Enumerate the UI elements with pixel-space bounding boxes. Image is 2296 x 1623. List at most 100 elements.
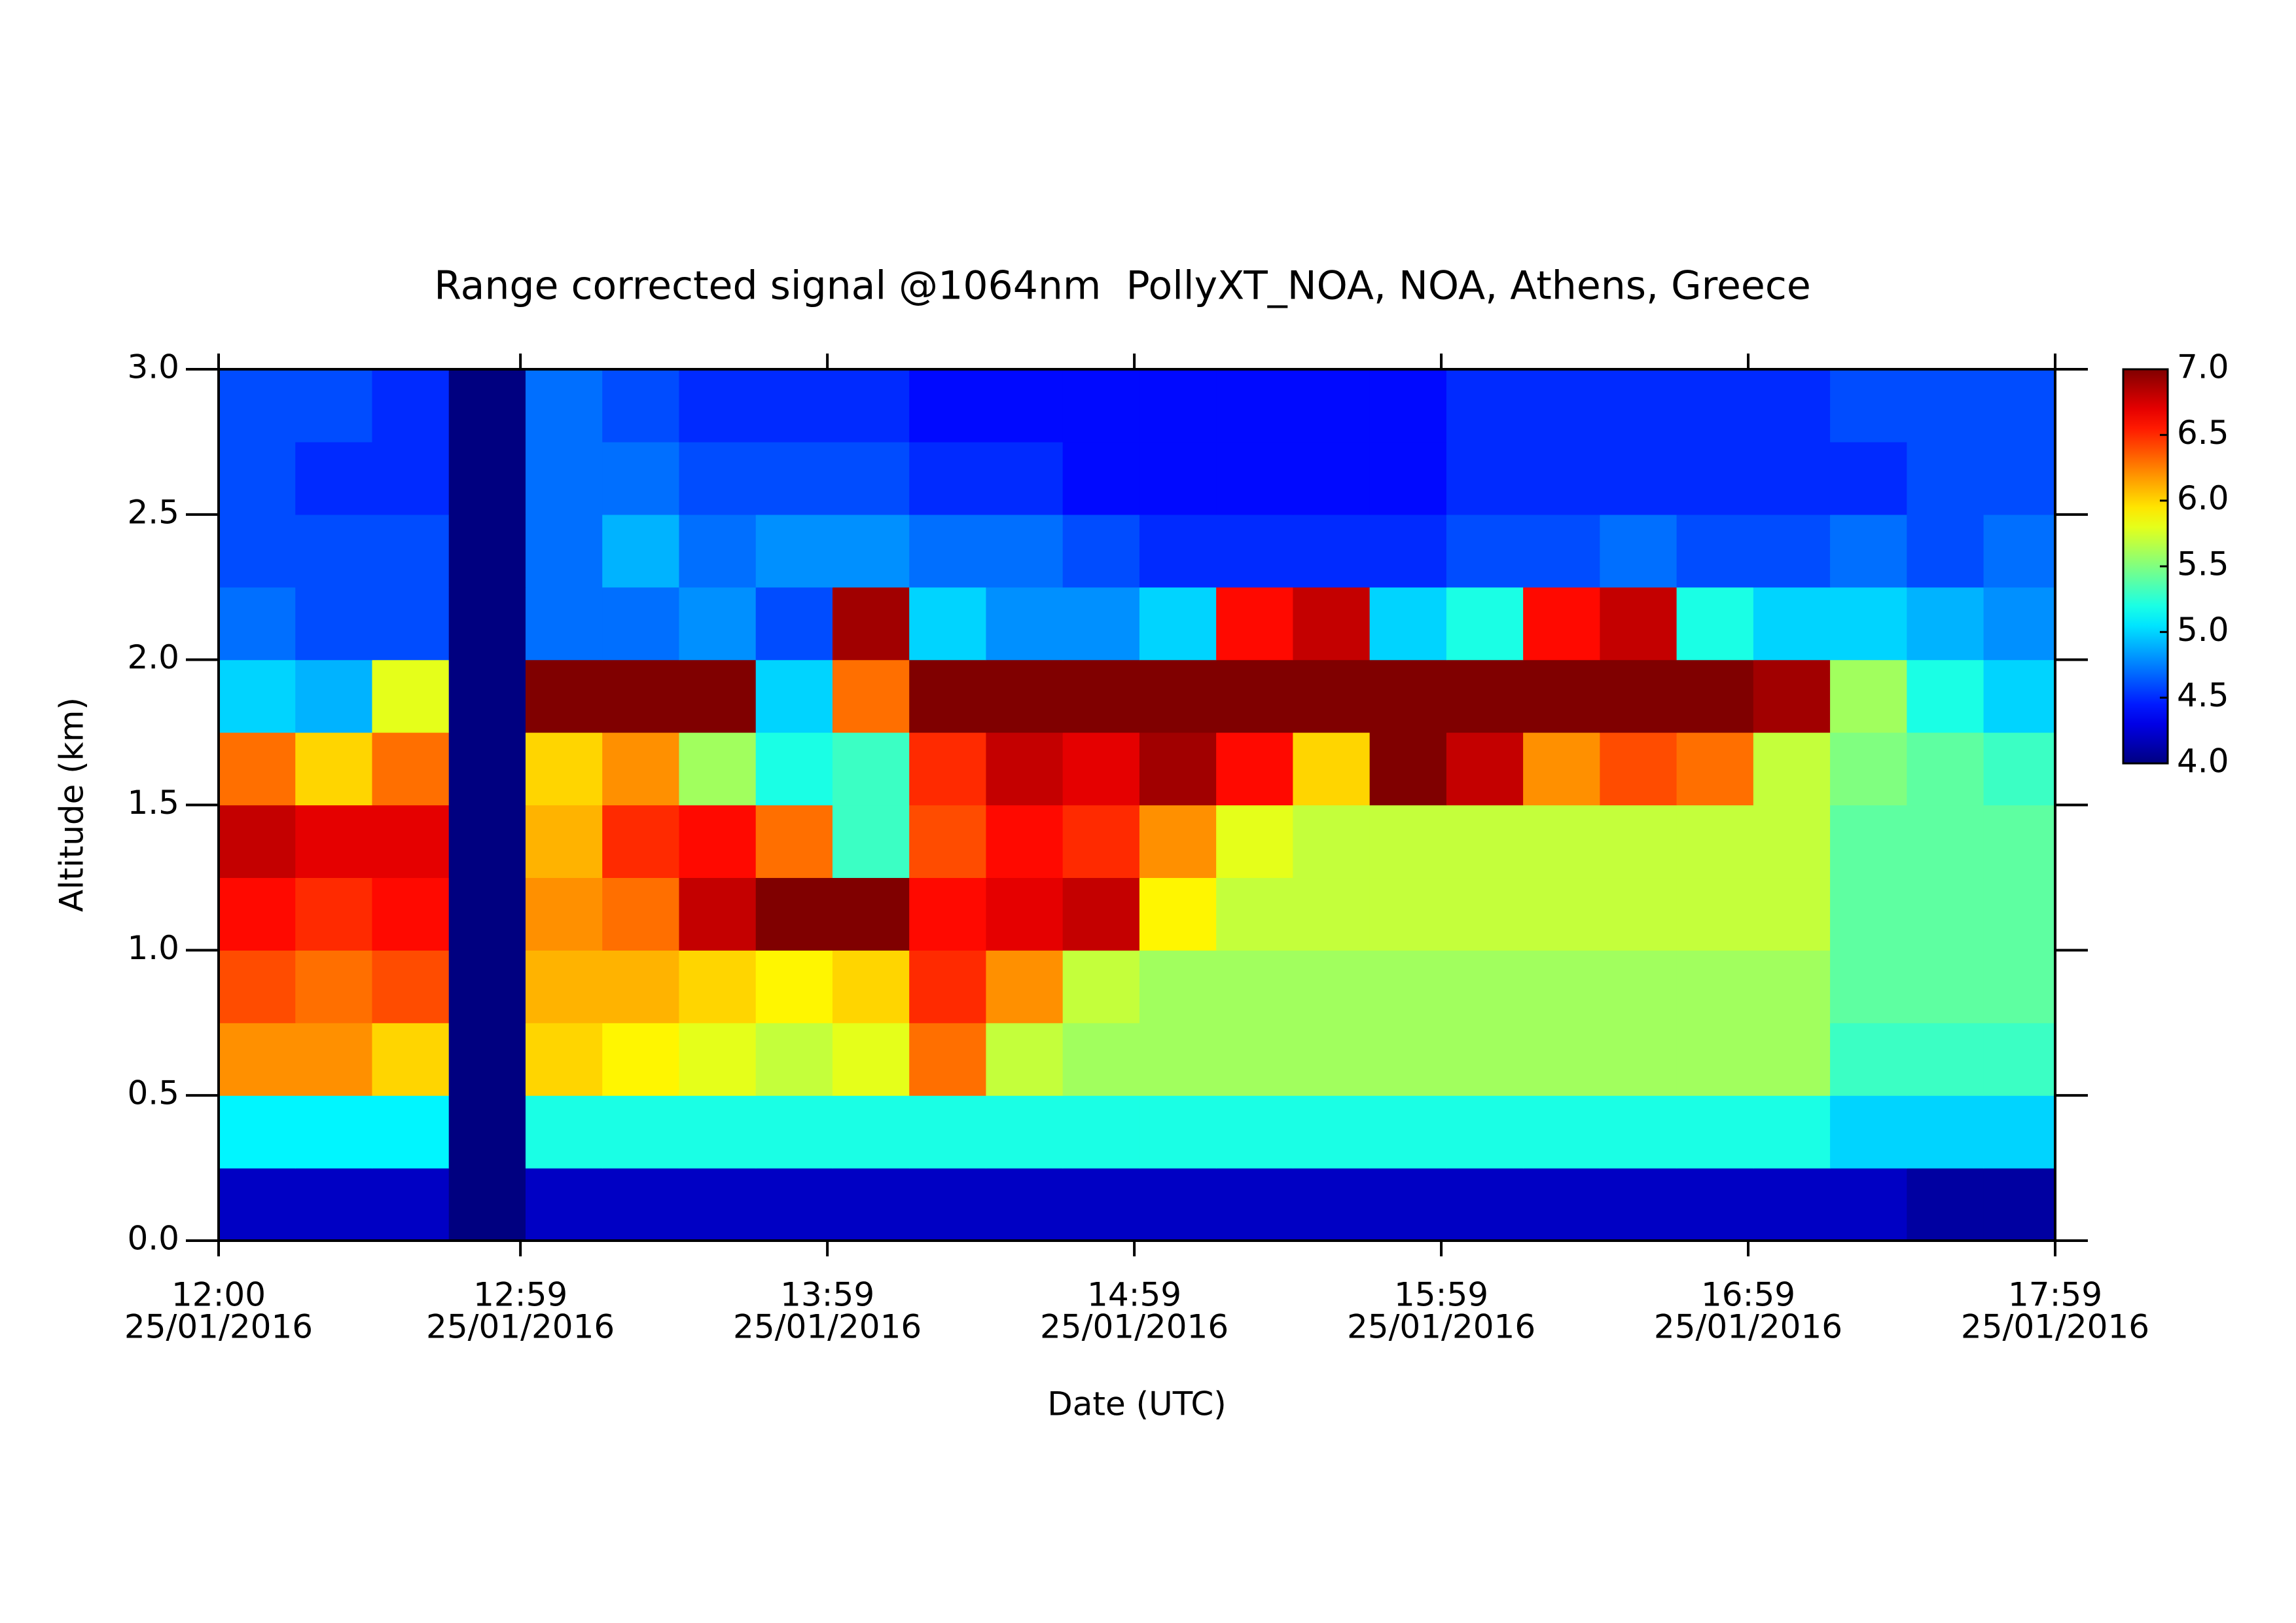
x-tick-date: 25/01/2016 [124,1308,313,1346]
heatmap-cell [1983,805,2056,879]
heatmap-cell [525,659,603,733]
heatmap-cell [372,950,450,1023]
colorbar-tick-label: 4.0 [2177,742,2229,780]
heatmap-cell [832,659,910,733]
heatmap-cell [1753,514,1831,588]
heatmap-cell [1446,514,1524,588]
heatmap-cell [602,1168,680,1241]
heatmap-cell [679,950,757,1023]
heatmap-cell [1983,514,2056,588]
heatmap-cell [372,1023,450,1096]
x-tick-label: 16:59 [1701,1276,1795,1314]
heatmap-cell [1753,1023,1831,1096]
heatmap-cell [1523,659,1600,733]
heatmap-cell [909,659,987,733]
heatmap-cell [909,441,987,515]
heatmap-cell [1293,1095,1371,1169]
heatmap-cell [1369,587,1447,661]
heatmap-cell [755,514,833,588]
heatmap-cell [1753,805,1831,879]
heatmap-cell [1600,950,1677,1023]
heatmap-cell [1293,805,1371,879]
heatmap-cell [909,732,987,806]
heatmap-cell [1523,1168,1600,1241]
heatmap-cell [1830,514,1907,588]
heatmap-cell [1369,441,1447,515]
heatmap-cell [1523,441,1600,515]
heatmap-cell [909,1023,987,1096]
y-tick-label: 2.5 [127,493,179,531]
heatmap-cell [909,805,987,879]
x-axis-title: Date (UTC) [1047,1385,1227,1423]
heatmap-cell [1216,1168,1293,1241]
heatmap-cell [372,369,450,443]
heatmap-cell [525,1023,603,1096]
heatmap-cell [1139,950,1217,1023]
heatmap-cell [525,1168,603,1241]
chart-title: Range corrected signal @1064nm PollyXT_N… [434,263,1811,309]
heatmap-cell [1907,441,1984,515]
heatmap-cell [1753,369,1831,443]
y-tick-label: 0.5 [127,1074,179,1112]
heatmap-cell [1523,805,1600,879]
heatmap-cell [219,805,296,879]
heatmap-cell [755,1168,833,1241]
heatmap-cell [1293,1168,1371,1241]
heatmap-cell [1983,1023,2056,1096]
heatmap-cell [448,1095,526,1169]
heatmap-cell [832,514,910,588]
heatmap-cell [602,587,680,661]
heatmap-cell [525,514,603,588]
heatmap-cell [909,877,987,951]
heatmap-cell [1216,659,1293,733]
heatmap-cell [1523,1023,1600,1096]
x-tick-label: 13:59 [780,1276,874,1314]
x-tick-label: 14:59 [1087,1276,1181,1314]
heatmap-cell [755,950,833,1023]
heatmap-cell [1293,659,1371,733]
heatmap-cell [602,805,680,879]
heatmap-cell [1676,369,1754,443]
x-tick-date: 25/01/2016 [1040,1308,1229,1346]
heatmap-cell [219,587,296,661]
heatmap-cell [1830,1023,1907,1096]
heatmap-cell [1983,659,2056,733]
heatmap-cell [1983,950,2056,1023]
heatmap-cell [602,732,680,806]
heatmap-cell [1062,659,1140,733]
heatmap-cell [372,805,450,879]
heatmap-cell [525,587,603,661]
heatmap-cell [909,369,987,443]
heatmap-cell [986,514,1064,588]
heatmap-cell [1369,369,1447,443]
heatmap-cell [1830,659,1907,733]
heatmap-cell [1907,514,1984,588]
heatmap-cell [832,441,910,515]
heatmap-cell [372,659,450,733]
heatmap-cell [1983,1168,2056,1241]
heatmap-cell [1062,877,1140,951]
heatmap-cell [755,877,833,951]
heatmap-cell [1983,441,2056,515]
heatmap-cell [1369,732,1447,806]
x-tick-date: 25/01/2016 [1347,1308,1535,1346]
heatmap-cell [1600,514,1677,588]
heatmap-cell [755,441,833,515]
x-tick-label: 15:59 [1394,1276,1488,1314]
heatmap-cell [1830,1095,1907,1169]
heatmap-cell [832,587,910,661]
heatmap-cell [1139,1095,1217,1169]
heatmap-cell [1907,1023,1984,1096]
heatmap-cell [1600,1168,1677,1241]
heatmap-cell [832,950,910,1023]
heatmap-cell [1600,805,1677,879]
x-tick-date: 25/01/2016 [733,1308,922,1346]
heatmap-cell [986,805,1064,879]
heatmap-cell [986,441,1064,515]
heatmap-cell [1062,805,1140,879]
heatmap-cell [1446,805,1524,879]
heatmap-cell [295,514,373,588]
heatmap-cell [1600,732,1677,806]
heatmap-cell [1907,369,1984,443]
heatmap-cell [1907,877,1984,951]
